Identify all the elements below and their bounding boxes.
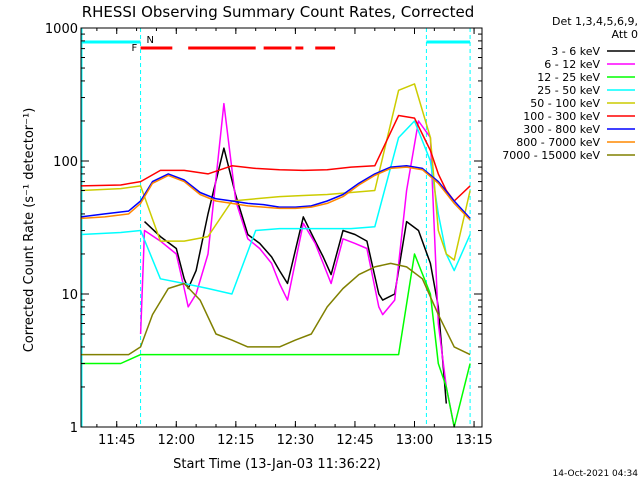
legend-label: 7000 - 15000 keV — [502, 149, 600, 162]
legend-label: 3 - 6 keV — [551, 45, 600, 58]
flag-f-label: F — [132, 43, 138, 54]
plot-frame — [80, 27, 483, 428]
x-tick-label: 11:45 — [98, 433, 135, 448]
chart-title: RHESSI Observing Summary Count Rates, Co… — [82, 3, 475, 21]
legend-label: 100 - 300 keV — [523, 110, 600, 123]
timestamp-text: 14-Oct-2021 04:34 — [553, 469, 639, 479]
series-line-5 — [80, 114, 471, 202]
x-tick-label: 12:00 — [158, 433, 195, 448]
segment-bars — [81, 28, 471, 427]
x-tick-label: 12:15 — [217, 433, 254, 448]
legend-label: 800 - 7000 keV — [516, 136, 600, 149]
x-axis-label: Start Time (13-Jan-03 11:36:22) — [173, 457, 381, 472]
y-tick-label: 100 — [53, 155, 78, 170]
legend-label: 12 - 25 keV — [537, 71, 600, 84]
series-line-8 — [81, 262, 471, 356]
y-axis-label: Corrected Count Rate (s⁻¹ detector⁻¹) — [22, 108, 37, 353]
series-line-7 — [80, 166, 471, 221]
series-line-6 — [80, 165, 471, 219]
y-tick-label: 1000 — [45, 22, 78, 37]
x-tick-label: 13:00 — [396, 433, 433, 448]
series-group — [80, 83, 471, 428]
x-tick-label: 12:30 — [277, 433, 314, 448]
legend-label: 300 - 800 keV — [523, 123, 600, 136]
series-line-1 — [139, 102, 455, 428]
legend-header-line-2: Att 0 — [612, 28, 638, 41]
series-line-3 — [80, 120, 471, 295]
flag-n-label: N — [147, 35, 154, 46]
x-tick-label: 12:45 — [336, 433, 373, 448]
series-line-4 — [80, 83, 471, 261]
legend-label: 6 - 12 keV — [544, 58, 600, 71]
legend-label: 25 - 50 keV — [537, 84, 600, 97]
legend-header-line-1: Det 1,3,4,5,6,9, — [552, 15, 638, 28]
y-tick-label: 1 — [70, 421, 78, 436]
y-tick-label: 10 — [61, 288, 78, 303]
series-line-2 — [81, 253, 471, 428]
legend-label: 50 - 100 keV — [530, 97, 600, 110]
x-tick-label: 13:15 — [455, 433, 492, 448]
axis-ticks: 11:45 12:00 12:15 12:30 12:45 13:00 13:15 1 10 10… — [45, 22, 493, 448]
